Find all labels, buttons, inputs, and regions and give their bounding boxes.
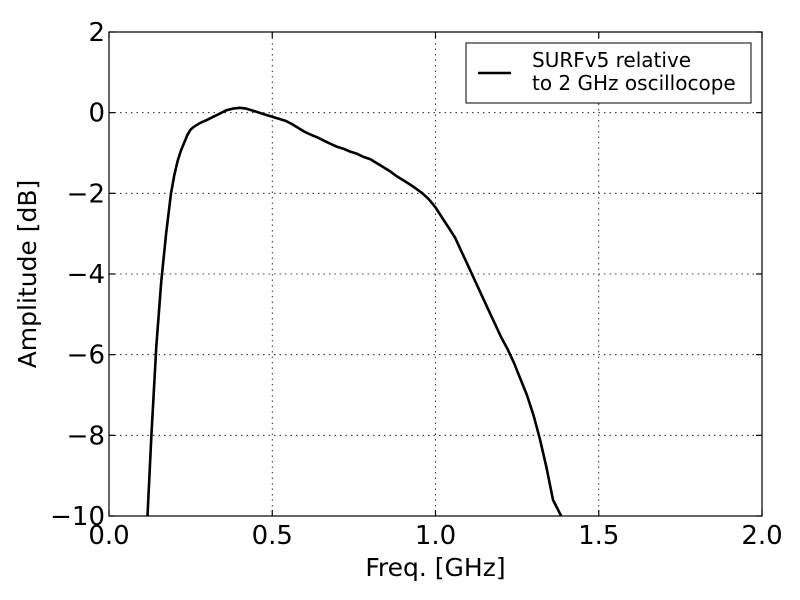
y-tick-label: −8 <box>67 421 105 451</box>
y-tick-label: −2 <box>67 179 105 209</box>
series-line <box>146 106 563 517</box>
x-tick-label: 1.5 <box>578 521 619 551</box>
y-axis-label: Amplitude [dB] <box>13 180 42 369</box>
y-tick-label: −4 <box>67 260 105 290</box>
y-tick-label: −10 <box>50 502 105 532</box>
grid-lines <box>109 32 762 516</box>
axis-ticks <box>108 31 763 517</box>
legend-label-line-1: SURFv5 relative <box>532 48 691 72</box>
x-tick-label: 2.0 <box>741 521 782 551</box>
x-tick-label: 0.0 <box>88 521 129 551</box>
legend-label-line-2: to 2 GHz oscillocope <box>532 71 736 95</box>
y-tick-labels: 2 0 −2 −4 −6 −8 −10 <box>50 18 105 532</box>
y-tick-label: 2 <box>88 18 105 48</box>
x-tick-label: 0.5 <box>252 521 293 551</box>
legend-box <box>465 42 752 104</box>
x-tick-labels: 0.0 0.5 1.0 1.5 2.0 <box>88 521 782 551</box>
x-tick-label: 1.0 <box>415 521 456 551</box>
x-axis-label: Freq. [GHz] <box>365 553 505 582</box>
y-tick-label: 0 <box>88 99 105 129</box>
legend: SURFv5 relative to 2 GHz oscillocope <box>465 42 752 104</box>
series-layer <box>146 106 563 517</box>
y-tick-label: −6 <box>67 341 105 371</box>
